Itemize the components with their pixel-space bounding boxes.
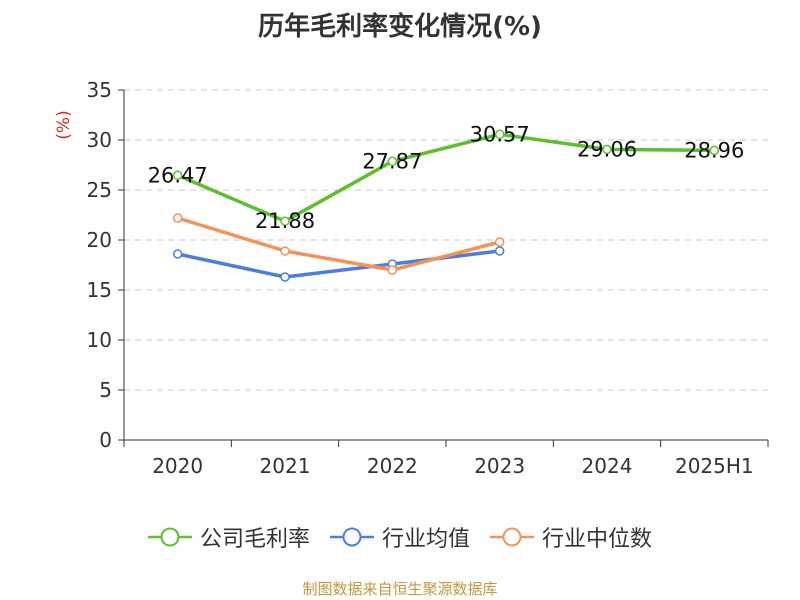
data-point[interactable]	[280, 246, 290, 256]
y-tick-label: 10	[87, 328, 112, 352]
y-tick-label: 20	[87, 228, 112, 252]
data-label: 28.96	[684, 138, 744, 162]
legend: 公司毛利率 行业均值 行业中位数	[0, 519, 800, 555]
y-tick-label: 0	[99, 428, 112, 452]
legend-swatch-company	[147, 527, 192, 547]
legend-label-industry-median: 行业中位数	[542, 527, 653, 552]
series-line-company	[175, 132, 717, 223]
data-label: 26.47	[148, 163, 208, 187]
y-tick-label: 30	[87, 128, 112, 152]
data-point[interactable]	[280, 272, 290, 282]
legend-label-industry-avg: 行业均值	[381, 527, 470, 552]
data-point[interactable]	[387, 265, 398, 275]
legend-item-company[interactable]: 公司毛利率	[147, 521, 310, 553]
data-point[interactable]	[709, 145, 720, 156]
data-label: 27.87	[362, 149, 422, 173]
data-point[interactable]	[494, 246, 505, 256]
data-point[interactable]	[172, 170, 183, 181]
y-tick-label: 5	[99, 378, 112, 402]
legend-swatch-industry-avg	[329, 527, 374, 547]
series-lines	[172, 129, 720, 282]
source-note: 制图数据来自恒生聚源数据库	[302, 580, 498, 598]
data-point[interactable]	[602, 144, 612, 155]
chart-title: 历年毛利率变化情况(%)	[258, 12, 542, 42]
series-line-industry-median	[175, 216, 502, 272]
data-point[interactable]	[387, 156, 398, 167]
x-tick-label: 2024	[582, 454, 633, 478]
legend-item-industry-avg[interactable]: 行业均值	[329, 521, 470, 553]
y-axis-label: (%)	[54, 110, 74, 139]
x-tick-label: 2022	[367, 454, 418, 478]
data-label: 29.06	[577, 137, 637, 161]
data-point[interactable]	[172, 213, 183, 223]
y-tick-label: 35	[87, 78, 112, 102]
data-point[interactable]	[280, 216, 290, 226]
x-tick-label: 2021	[260, 454, 311, 478]
x-tick-label: 2023	[474, 454, 525, 478]
y-tick-label: 15	[87, 278, 112, 302]
data-labels: 26.47 21.88 27.87 30.57 29.06 28.96	[148, 122, 745, 233]
legend-label-company: 公司毛利率	[199, 527, 310, 552]
data-label: 30.57	[470, 122, 530, 146]
data-point[interactable]	[494, 237, 505, 247]
data-point[interactable]	[494, 129, 505, 140]
y-tick-label: 25	[87, 178, 112, 202]
data-point[interactable]	[172, 249, 183, 259]
x-tick-label: 2025H1	[675, 454, 754, 478]
x-tick-label: 2020	[152, 454, 203, 478]
data-label: 21.88	[255, 209, 315, 233]
legend-item-industry-median[interactable]: 行业中位数	[490, 521, 652, 553]
gridlines	[124, 89, 768, 391]
axes: 0 5 10 15 20 25 30 35 2020 2021 2022 2023 2024 2025H1	[87, 78, 769, 478]
legend-swatch-industry-median	[490, 527, 534, 547]
